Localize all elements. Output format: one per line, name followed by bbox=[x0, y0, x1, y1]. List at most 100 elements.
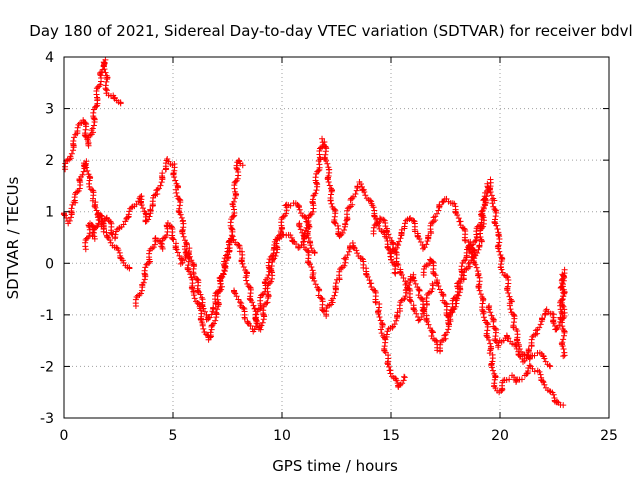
data-point bbox=[103, 78, 110, 85]
data-point bbox=[472, 261, 479, 268]
data-point bbox=[259, 319, 266, 326]
data-point bbox=[427, 222, 434, 229]
series-track-h bbox=[383, 238, 567, 409]
data-point bbox=[316, 161, 323, 168]
data-point bbox=[386, 234, 393, 241]
data-point bbox=[505, 335, 512, 342]
data-point bbox=[385, 231, 392, 238]
data-point bbox=[485, 304, 492, 311]
data-point bbox=[101, 66, 108, 73]
data-point bbox=[395, 262, 402, 269]
data-point bbox=[537, 321, 544, 328]
data-point bbox=[296, 206, 303, 213]
data-point bbox=[312, 190, 319, 197]
data-point bbox=[487, 346, 494, 353]
data-point bbox=[240, 263, 247, 270]
data-point bbox=[311, 249, 318, 256]
data-point bbox=[210, 320, 217, 327]
data-point bbox=[354, 250, 361, 257]
data-point bbox=[506, 293, 513, 300]
x-tick-label: 5 bbox=[169, 428, 178, 444]
data-point bbox=[199, 322, 206, 329]
data-point bbox=[208, 311, 215, 318]
data-point bbox=[482, 202, 489, 209]
data-point bbox=[402, 220, 409, 227]
data-point bbox=[379, 323, 386, 330]
data-point bbox=[554, 398, 561, 405]
data-point bbox=[232, 290, 239, 297]
data-point bbox=[173, 189, 180, 196]
data-point bbox=[546, 362, 553, 369]
data-point bbox=[331, 206, 338, 213]
data-point bbox=[186, 268, 193, 275]
data-point bbox=[394, 309, 401, 316]
data-point bbox=[477, 291, 484, 298]
series-track-k bbox=[370, 215, 437, 324]
data-point bbox=[476, 242, 483, 249]
data-point bbox=[98, 212, 105, 219]
data-point bbox=[398, 271, 405, 278]
data-point bbox=[226, 241, 233, 248]
data-point bbox=[560, 336, 567, 343]
data-point bbox=[411, 307, 418, 314]
y-tick-label: 0 bbox=[45, 256, 54, 272]
data-point bbox=[212, 309, 219, 316]
data-point bbox=[382, 339, 389, 346]
data-point bbox=[462, 237, 469, 244]
data-point bbox=[163, 232, 170, 239]
data-point bbox=[391, 269, 398, 276]
data-point bbox=[216, 287, 223, 294]
data-point bbox=[376, 304, 383, 311]
data-point bbox=[457, 280, 464, 287]
data-point bbox=[119, 257, 126, 264]
data-point bbox=[92, 204, 99, 211]
data-point bbox=[126, 265, 133, 272]
data-point bbox=[222, 252, 229, 259]
data-point bbox=[417, 238, 424, 245]
data-point bbox=[561, 270, 568, 277]
data-point bbox=[377, 326, 384, 333]
data-point bbox=[423, 317, 430, 324]
data-point bbox=[79, 171, 86, 178]
data-point bbox=[423, 241, 430, 248]
data-point bbox=[476, 223, 483, 230]
data-point bbox=[410, 217, 417, 224]
data-point bbox=[559, 283, 566, 290]
data-point bbox=[252, 323, 259, 330]
data-point bbox=[420, 310, 427, 317]
data-point bbox=[313, 187, 320, 194]
data-point bbox=[227, 219, 234, 226]
data-point bbox=[504, 273, 511, 280]
data-point bbox=[136, 292, 143, 299]
data-point bbox=[392, 248, 399, 255]
data-point bbox=[191, 295, 198, 302]
data-point bbox=[476, 287, 483, 294]
data-point bbox=[393, 317, 400, 324]
data-point bbox=[550, 391, 557, 398]
data-point bbox=[484, 180, 491, 187]
data-point bbox=[231, 289, 238, 296]
data-point bbox=[397, 235, 404, 242]
data-point bbox=[251, 326, 258, 333]
data-point bbox=[554, 324, 561, 331]
data-point bbox=[296, 223, 303, 230]
data-point bbox=[506, 302, 513, 309]
x-tick-label: 10 bbox=[273, 428, 291, 444]
data-point bbox=[307, 242, 314, 249]
data-point bbox=[173, 246, 180, 253]
data-point bbox=[559, 342, 566, 349]
data-point bbox=[241, 315, 248, 322]
data-point bbox=[67, 214, 74, 221]
data-point bbox=[75, 121, 82, 128]
data-point bbox=[371, 287, 378, 294]
data-point bbox=[235, 241, 242, 248]
data-point bbox=[525, 346, 532, 353]
data-point bbox=[120, 221, 127, 228]
data-point bbox=[230, 236, 237, 243]
data-point bbox=[238, 300, 245, 307]
data-point bbox=[312, 174, 319, 181]
data-point bbox=[372, 299, 379, 306]
data-point bbox=[239, 162, 246, 169]
data-point bbox=[198, 294, 205, 301]
data-point bbox=[421, 304, 428, 311]
